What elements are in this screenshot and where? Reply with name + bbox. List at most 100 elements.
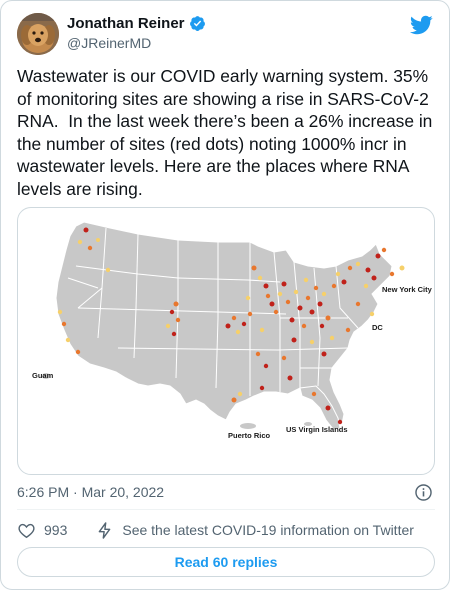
dot xyxy=(365,267,371,273)
label-dc: DC xyxy=(372,323,383,332)
dot xyxy=(105,267,111,273)
dot xyxy=(269,301,275,307)
dot xyxy=(331,283,337,289)
dot xyxy=(259,385,265,391)
twitter-bird-icon[interactable] xyxy=(409,13,433,37)
tweet-text: Wastewater is our COVID early warning sy… xyxy=(17,66,438,199)
dot xyxy=(293,289,299,295)
dot xyxy=(309,309,315,315)
label-puerto-rico: Puerto Rico xyxy=(228,431,271,440)
dot xyxy=(325,315,331,321)
dot xyxy=(263,283,269,289)
dot xyxy=(335,271,341,277)
author-handle[interactable]: @JReinerMD xyxy=(67,35,152,51)
dot xyxy=(87,245,93,251)
like-count: 993 xyxy=(44,522,68,538)
dot xyxy=(285,299,291,305)
dot xyxy=(281,355,287,361)
like-button[interactable]: 993 xyxy=(17,521,67,540)
dot xyxy=(291,337,297,343)
dot xyxy=(77,239,83,245)
dot xyxy=(399,265,405,271)
florida-shape xyxy=(299,385,341,431)
dot xyxy=(165,323,171,329)
dot xyxy=(355,301,361,307)
dot xyxy=(259,327,265,333)
dot xyxy=(371,275,377,281)
dot xyxy=(175,317,181,323)
heart-icon xyxy=(18,523,35,538)
dot xyxy=(289,317,295,323)
dot xyxy=(235,329,241,335)
info-icon[interactable] xyxy=(414,483,433,502)
avatar[interactable] xyxy=(17,13,59,55)
author-name-row: Jonathan Reiner xyxy=(67,15,206,32)
tweet-actions: 993 See the latest COVID-19 information … xyxy=(17,519,435,541)
dot xyxy=(75,349,81,355)
dot xyxy=(281,281,287,287)
dot xyxy=(255,351,261,357)
dot xyxy=(321,291,327,297)
covid-info-link[interactable]: See the latest COVID-19 information on T… xyxy=(95,521,414,540)
dot xyxy=(345,327,351,333)
dot xyxy=(96,238,100,242)
dot xyxy=(311,391,317,397)
dot xyxy=(389,271,395,277)
divider xyxy=(17,509,435,510)
dot xyxy=(231,397,237,403)
dot xyxy=(347,265,353,271)
puerto-rico-island xyxy=(240,423,256,429)
dot xyxy=(363,283,369,289)
dot xyxy=(313,285,319,291)
dot xyxy=(381,247,387,253)
dot xyxy=(257,275,263,281)
dot xyxy=(245,295,251,301)
verified-badge-icon xyxy=(189,16,205,31)
label-guam: Guam xyxy=(32,371,54,380)
us-map-image: New York City DC Guam Puerto Rico US Vir… xyxy=(32,221,433,440)
dot xyxy=(173,301,179,307)
dot xyxy=(263,363,269,369)
dot xyxy=(301,323,307,329)
usvi-island xyxy=(304,422,312,426)
dot xyxy=(57,309,63,315)
label-us-virgin-islands: US Virgin Islands xyxy=(286,425,348,434)
dot xyxy=(61,321,67,327)
tweet-timestamp[interactable]: 6:26 PM · Mar 20, 2022 xyxy=(17,484,165,500)
dot xyxy=(303,277,309,283)
dot xyxy=(355,261,361,267)
dot xyxy=(247,311,253,317)
author-name[interactable]: Jonathan Reiner xyxy=(67,15,185,32)
dot xyxy=(273,309,279,315)
guam-island xyxy=(42,373,50,379)
dot xyxy=(237,391,243,397)
dot xyxy=(329,335,335,341)
tweet-header: Jonathan Reiner @JReinerMD xyxy=(17,13,435,61)
dot xyxy=(319,323,325,329)
tweet-media-map[interactable]: New York City DC Guam Puerto Rico US Vir… xyxy=(17,207,435,475)
read-replies-button[interactable]: Read 60 replies xyxy=(17,547,435,577)
dot xyxy=(341,279,347,285)
dot xyxy=(225,323,231,329)
continental-us-shape xyxy=(55,221,393,427)
dot xyxy=(65,337,71,343)
dot xyxy=(337,419,343,425)
dot xyxy=(369,311,375,317)
site-dots xyxy=(57,227,405,425)
dot xyxy=(317,301,323,307)
dot xyxy=(287,375,293,381)
lightning-icon xyxy=(99,521,111,539)
dot xyxy=(305,295,311,301)
dot xyxy=(251,265,257,271)
dot xyxy=(265,293,271,299)
dot xyxy=(297,305,303,311)
dot xyxy=(83,227,89,233)
label-new-york-city: New York City xyxy=(382,285,433,294)
state-borders xyxy=(67,227,359,396)
dot xyxy=(171,331,177,337)
dot xyxy=(321,351,327,357)
dot xyxy=(231,315,237,321)
dot xyxy=(241,321,247,327)
dog-avatar-icon xyxy=(17,13,59,55)
